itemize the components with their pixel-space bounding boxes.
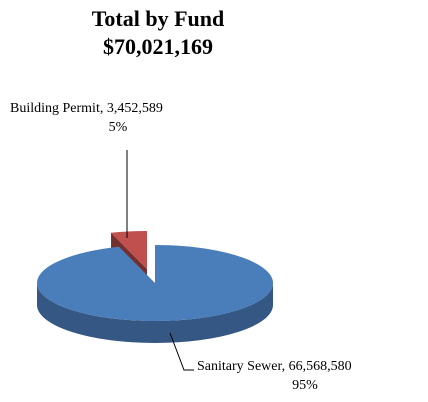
slice-percent: 95% bbox=[292, 378, 318, 393]
label-separator: , bbox=[100, 101, 107, 116]
leader-line bbox=[169, 332, 194, 371]
slice-value: 66,568,580 bbox=[289, 359, 352, 374]
chart-subtitle: $70,021,169 bbox=[103, 34, 213, 59]
pie-slice bbox=[36, 245, 273, 343]
slice-top bbox=[111, 231, 147, 269]
slice-category: Building Permit bbox=[10, 101, 100, 116]
slice-percent: 5% bbox=[109, 120, 128, 135]
slice-category: Sanitary Sewer bbox=[197, 359, 282, 374]
slice-top bbox=[36, 245, 273, 321]
chart-title: Total by Fund bbox=[92, 6, 224, 31]
slice-side bbox=[37, 283, 273, 343]
slice-label: Sanitary Sewer, 66,568,580 bbox=[197, 359, 352, 374]
slice-label: Building Permit, 3,452,589 bbox=[10, 101, 163, 116]
label-separator: , bbox=[282, 359, 289, 374]
slice-value: 3,452,589 bbox=[107, 101, 163, 116]
